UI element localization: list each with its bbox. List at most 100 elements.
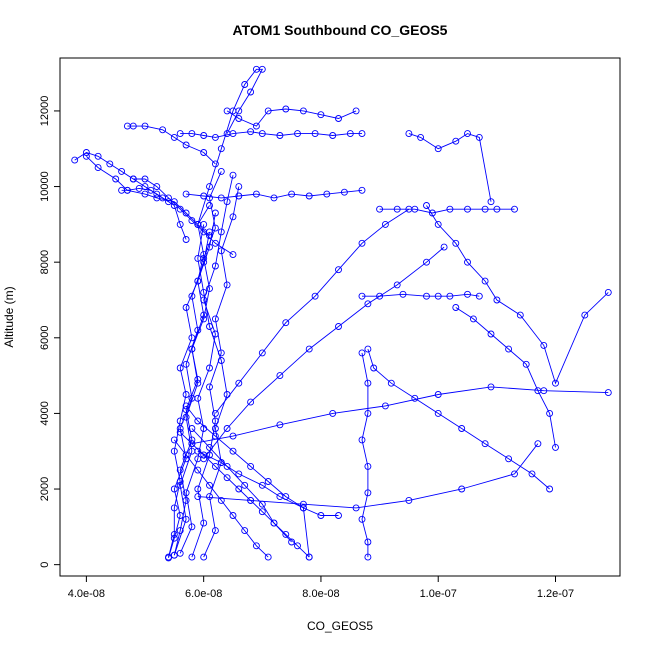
data-point [182, 391, 190, 398]
data-point [423, 202, 430, 209]
data-point [241, 527, 249, 535]
data-point [276, 493, 284, 501]
data-point [141, 190, 149, 198]
data-point [112, 175, 120, 183]
profile-6 [170, 209, 219, 559]
profile-line [185, 405, 339, 516]
data-point [229, 213, 237, 221]
data-point [493, 205, 501, 213]
data-point [182, 236, 190, 243]
profile-30 [194, 440, 542, 512]
data-point [282, 319, 290, 327]
data-point [206, 183, 213, 191]
data-point [194, 277, 202, 285]
data-point [176, 220, 184, 228]
data-point [217, 357, 225, 364]
data-point [217, 145, 225, 153]
data-point [446, 205, 454, 213]
data-point [252, 542, 260, 550]
data-point [223, 198, 231, 206]
data-point [182, 141, 190, 149]
data-point [294, 130, 301, 138]
data-point [176, 481, 184, 489]
data-point [188, 217, 196, 225]
data-point [311, 292, 319, 300]
data-point [411, 394, 419, 402]
data-point [106, 160, 114, 168]
data-point [165, 194, 172, 202]
data-point [188, 436, 196, 444]
data-point [299, 500, 307, 508]
data-point [516, 311, 524, 319]
data-point [282, 530, 290, 538]
data-point [335, 266, 342, 274]
data-point [305, 345, 313, 353]
y-axis: 0 2000 4000 6000 8000 10000 12000 [39, 96, 60, 568]
data-point [176, 549, 184, 557]
data-point [235, 115, 243, 122]
profile-20 [194, 65, 266, 228]
profile-line [408, 133, 492, 202]
chart-title: ATOM1 Southbound CO_GEOS5 [233, 22, 448, 38]
data-point [194, 485, 202, 493]
data-point [170, 504, 178, 512]
data-point [182, 451, 190, 459]
data-point [194, 447, 202, 455]
profile-line [361, 352, 369, 558]
data-point [194, 493, 202, 501]
data-point [335, 512, 342, 519]
data-point [299, 504, 307, 512]
data-point [241, 81, 249, 88]
profile-26 [452, 304, 559, 451]
profile-28 [358, 349, 372, 561]
data-point [393, 205, 401, 213]
data-point [170, 202, 178, 209]
data-point [258, 65, 266, 73]
data-point [505, 455, 513, 463]
profile-line [74, 152, 169, 203]
data-point [206, 493, 213, 501]
data-point [188, 130, 196, 138]
data-point [522, 360, 530, 368]
data-point [358, 130, 366, 138]
profile-line [191, 428, 292, 543]
data-point [358, 292, 366, 300]
data-point [176, 425, 184, 432]
data-point [229, 251, 237, 259]
profile-21 [223, 105, 360, 130]
data-point [405, 205, 413, 213]
data-point [329, 409, 337, 417]
data-point [370, 364, 378, 372]
data-point [475, 292, 483, 300]
data-point [505, 345, 513, 353]
x-tick-label: 8.0e-08 [302, 588, 339, 600]
y-tick-label: 2000 [39, 477, 51, 501]
x-axis: 4.0e-08 6.0e-08 8.0e-08 1.0e-07 1.2e-07 [68, 576, 574, 600]
data-point [434, 391, 442, 398]
data-point [176, 428, 184, 436]
data-point [141, 122, 149, 130]
data-point [206, 202, 213, 209]
data-point [258, 349, 266, 357]
data-point [211, 462, 219, 470]
data-point [475, 133, 483, 141]
data-point [282, 105, 290, 113]
data-point [170, 551, 178, 559]
data-point [329, 132, 337, 139]
data-point [135, 184, 143, 192]
data-point [176, 527, 184, 535]
data-point [229, 447, 237, 455]
data-point [200, 228, 208, 236]
profile-line [197, 450, 310, 558]
data-point [511, 470, 518, 478]
data-point [481, 440, 489, 448]
data-point [604, 389, 612, 397]
x-tick-label: 1.2e-07 [537, 588, 574, 600]
profile-14 [82, 152, 213, 240]
data-point [182, 190, 190, 198]
data-point [481, 205, 489, 213]
data-point [247, 88, 255, 96]
profile-13 [71, 149, 172, 206]
profile-11 [194, 447, 313, 561]
